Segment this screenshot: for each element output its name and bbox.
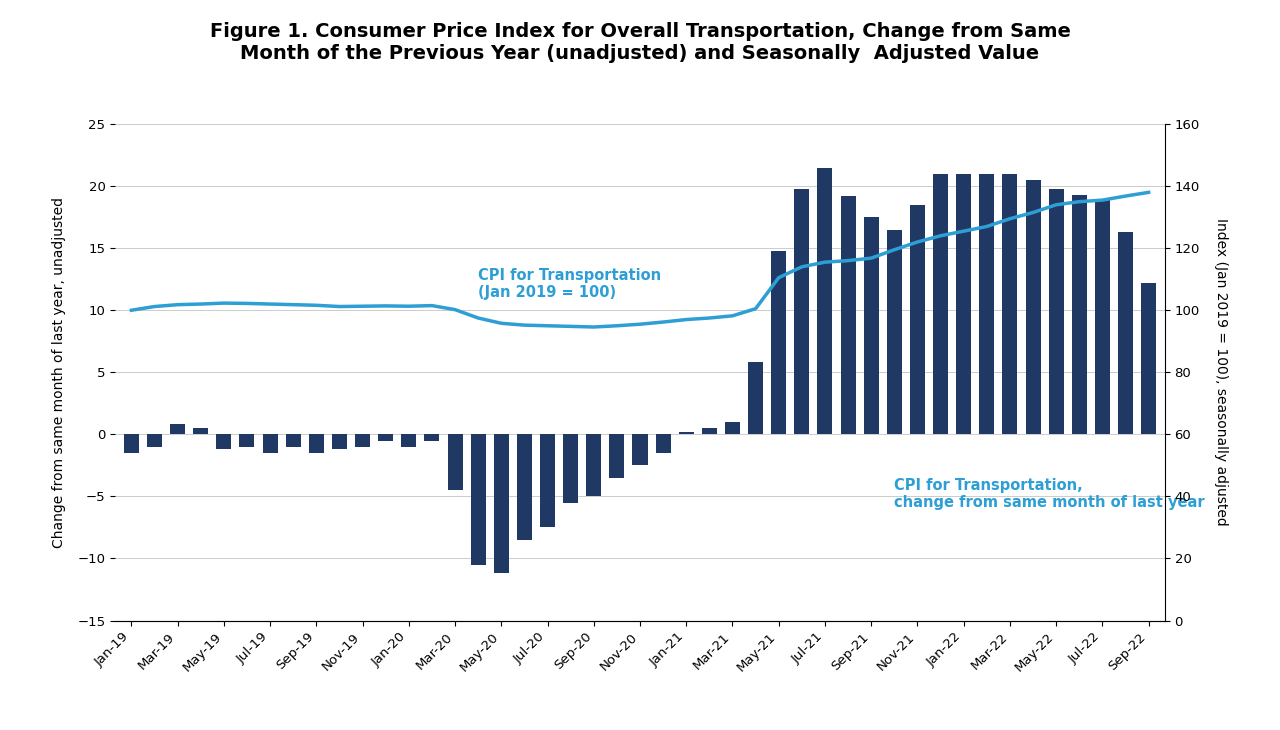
Bar	[540, 434, 556, 527]
Y-axis label: Index (Jan 2019 = 100), seasonally adjusted: Index (Jan 2019 = 100), seasonally adjus…	[1213, 218, 1228, 526]
Bar	[1025, 180, 1041, 434]
Bar	[1048, 188, 1064, 434]
Bar	[933, 174, 948, 434]
Bar	[818, 168, 832, 434]
Bar	[147, 434, 163, 447]
Bar	[678, 432, 694, 434]
Bar	[841, 196, 855, 434]
Bar	[655, 434, 671, 453]
Text: CPI for Transportation,
change from same month of last year: CPI for Transportation, change from same…	[895, 478, 1204, 510]
Bar	[471, 434, 485, 565]
Bar	[262, 434, 278, 453]
Text: Figure 1. Consumer Price Index for Overall Transportation, Change from Same
Mont: Figure 1. Consumer Price Index for Overa…	[210, 22, 1070, 63]
Bar	[1002, 174, 1018, 434]
Bar	[609, 434, 625, 478]
Bar	[1094, 199, 1110, 434]
Bar	[448, 434, 462, 491]
Bar	[308, 434, 324, 453]
Bar	[1071, 195, 1087, 434]
Bar	[124, 434, 140, 453]
Bar	[1140, 283, 1156, 434]
Bar	[864, 218, 878, 434]
Bar	[285, 434, 301, 447]
Bar	[1117, 232, 1133, 434]
Bar	[979, 174, 995, 434]
Bar	[748, 362, 763, 434]
Y-axis label: Change from same month of last year, unadjusted: Change from same month of last year, una…	[52, 197, 67, 548]
Bar	[378, 434, 393, 440]
Bar	[425, 434, 439, 440]
Bar	[563, 434, 579, 502]
Bar	[771, 250, 786, 434]
Bar	[193, 428, 209, 434]
Bar	[402, 434, 416, 447]
Bar	[332, 434, 347, 449]
Bar	[586, 434, 602, 496]
Bar	[910, 204, 925, 434]
Bar	[887, 229, 902, 434]
Bar	[956, 174, 972, 434]
Bar	[355, 434, 370, 447]
Bar	[494, 434, 508, 573]
Text: CPI for Transportation
(Jan 2019 = 100): CPI for Transportation (Jan 2019 = 100)	[479, 268, 662, 300]
Bar	[632, 434, 648, 466]
Bar	[724, 422, 740, 434]
Bar	[216, 434, 232, 449]
Bar	[239, 434, 255, 447]
Bar	[170, 424, 186, 434]
Bar	[795, 188, 809, 434]
Bar	[517, 434, 532, 540]
Bar	[701, 428, 717, 434]
